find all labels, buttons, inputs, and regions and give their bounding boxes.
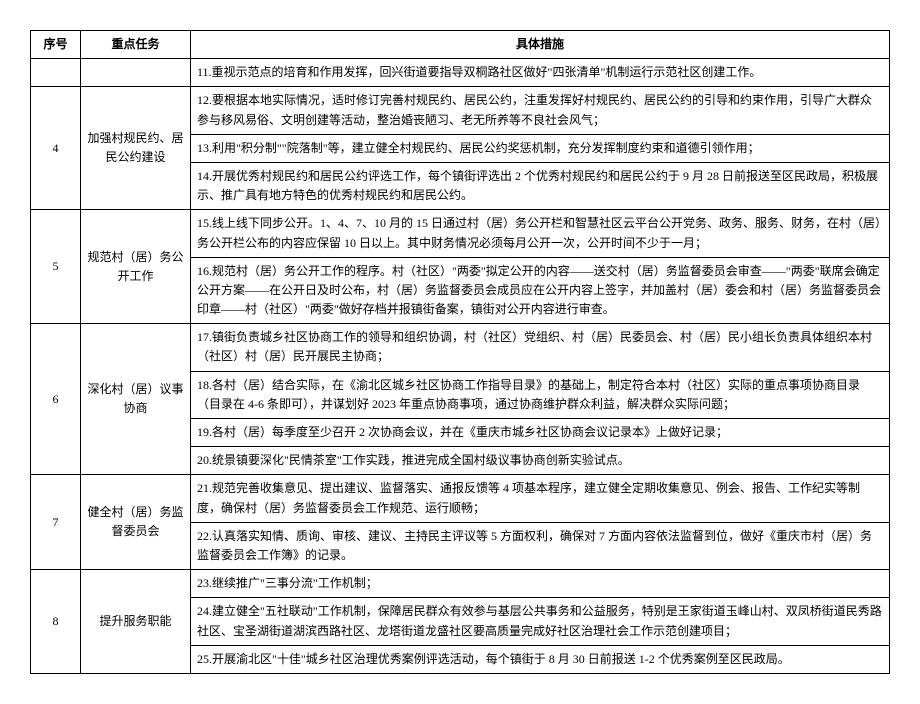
cell-measure: 24.建立健全"五社联动"工作机制，保障居民群众有效参与基层公共事务和公益服务，… — [191, 598, 890, 645]
cell-index: 4 — [31, 87, 81, 210]
cell-task — [81, 59, 191, 87]
table-header-row: 序号 重点任务 具体措施 — [31, 31, 890, 59]
cell-measure: 13.利用"积分制""院落制"等，建立健全村规民约、居民公约奖惩机制，充分发挥制… — [191, 134, 890, 162]
cell-index: 6 — [31, 324, 81, 475]
cell-measure: 25.开展渝北区"十佳"城乡社区治理优秀案例评选活动，每个镇街于 8 月 30 … — [191, 645, 890, 673]
table-row: 4 加强村规民约、居民公约建设 12.要根据本地实际情况，适时修订完善村规民约、… — [31, 87, 890, 134]
cell-measure: 12.要根据本地实际情况，适时修订完善村规民约、居民公约，注重发挥好村规民约、居… — [191, 87, 890, 134]
table-row: 6 深化村（居）议事协商 17.镇街负责城乡社区协商工作的领导和组织协调，村（社… — [31, 324, 890, 371]
cell-measure: 19.各村（居）每季度至少召开 2 次协商会议，并在《重庆市城乡社区协商会议记录… — [191, 419, 890, 447]
table-row: 11.重视示范点的培育和作用发挥，回兴街道要指导双桐路社区做好"四张清单"机制运… — [31, 59, 890, 87]
cell-measure: 22.认真落实知情、质询、审核、建议、主持民主评议等 5 方面权利，确保对 7 … — [191, 522, 890, 569]
cell-index: 5 — [31, 210, 81, 324]
policy-table: 序号 重点任务 具体措施 11.重视示范点的培育和作用发挥，回兴街道要指导双桐路… — [30, 30, 890, 674]
cell-index: 7 — [31, 475, 81, 570]
table-row: 8 提升服务职能 23.继续推广"三事分流"工作机制； — [31, 570, 890, 598]
table-row: 5 规范村（居）务公开工作 15.线上线下同步公开。1、4、7、10 月的 15… — [31, 210, 890, 257]
header-task: 重点任务 — [81, 31, 191, 59]
cell-measure: 14.开展优秀村规民约和居民公约评选工作，每个镇街评选出 2 个优秀村规民约和居… — [191, 162, 890, 209]
cell-task: 加强村规民约、居民公约建设 — [81, 87, 191, 210]
cell-measure: 17.镇街负责城乡社区协商工作的领导和组织协调，村（社区）党组织、村（居）民委员… — [191, 324, 890, 371]
header-measure: 具体措施 — [191, 31, 890, 59]
table-row: 7 健全村（居）务监督委员会 21.规范完善收集意见、提出建议、监督落实、通报反… — [31, 475, 890, 522]
header-index: 序号 — [31, 31, 81, 59]
cell-task: 提升服务职能 — [81, 570, 191, 674]
cell-measure: 15.线上线下同步公开。1、4、7、10 月的 15 日通过村（居）务公开栏和智… — [191, 210, 890, 257]
cell-measure: 21.规范完善收集意见、提出建议、监督落实、通报反馈等 4 项基本程序，建立健全… — [191, 475, 890, 522]
cell-measure: 18.各村（居）结合实际，在《渝北区城乡社区协商工作指导目录》的基础上，制定符合… — [191, 371, 890, 418]
cell-index — [31, 59, 81, 87]
cell-measure: 23.继续推广"三事分流"工作机制； — [191, 570, 890, 598]
cell-measure: 20.统景镇要深化"民情茶室"工作实践，推进完成全国村级议事协商创新实验试点。 — [191, 447, 890, 475]
cell-measure: 16.规范村（居）务公开工作的程序。村（社区）"两委"拟定公开的内容——送交村（… — [191, 257, 890, 324]
cell-task: 深化村（居）议事协商 — [81, 324, 191, 475]
cell-task: 健全村（居）务监督委员会 — [81, 475, 191, 570]
cell-measure: 11.重视示范点的培育和作用发挥，回兴街道要指导双桐路社区做好"四张清单"机制运… — [191, 59, 890, 87]
cell-task: 规范村（居）务公开工作 — [81, 210, 191, 324]
cell-index: 8 — [31, 570, 81, 674]
